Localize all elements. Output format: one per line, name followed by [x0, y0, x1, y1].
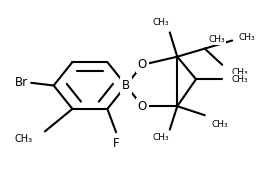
Text: CH₃: CH₃ [153, 18, 169, 27]
Text: F: F [113, 137, 119, 150]
Text: CH₃: CH₃ [239, 33, 255, 42]
Text: CH₃: CH₃ [153, 133, 169, 142]
Text: O: O [138, 58, 147, 71]
Text: CH₃: CH₃ [211, 120, 228, 129]
Text: CH₃: CH₃ [15, 134, 33, 145]
Text: B: B [122, 79, 130, 92]
Text: Br: Br [15, 76, 28, 89]
Text: CH₃: CH₃ [231, 75, 248, 84]
Text: CH₃: CH₃ [231, 68, 248, 76]
Text: O: O [138, 100, 147, 113]
Text: CH₃: CH₃ [209, 35, 226, 44]
